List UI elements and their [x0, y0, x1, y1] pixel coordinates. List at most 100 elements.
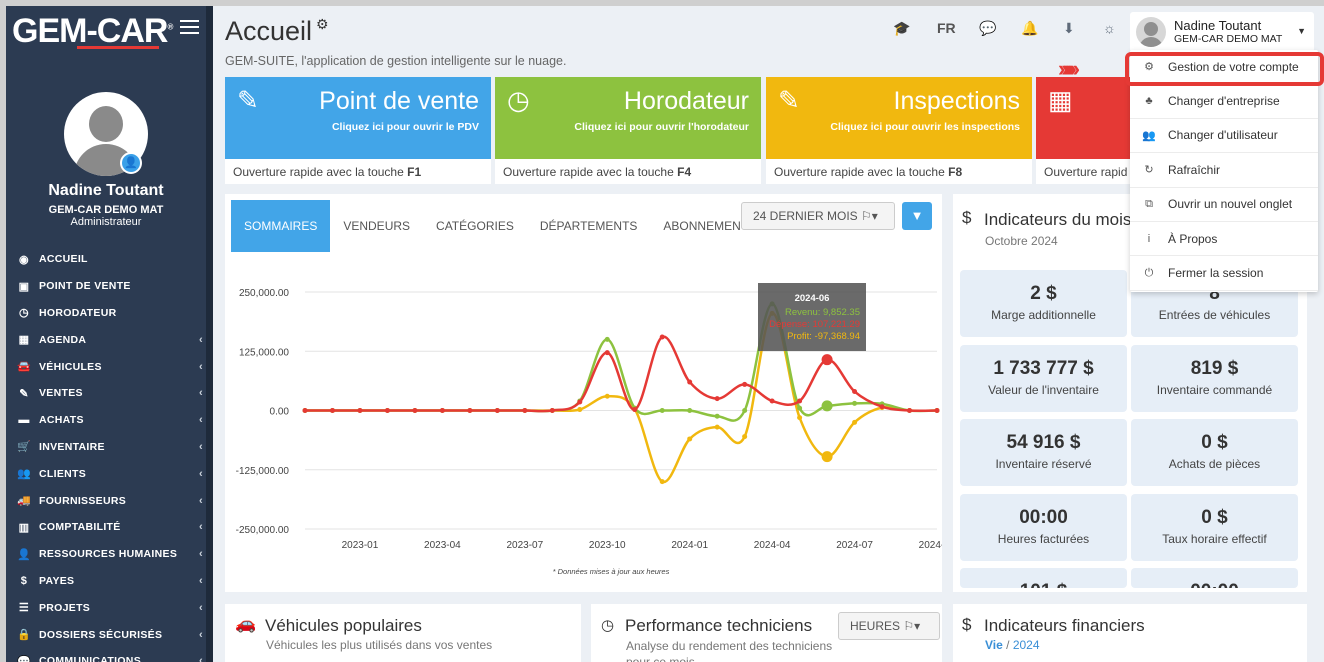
menu-item-a-propos[interactable]: i À Propos — [1130, 222, 1318, 257]
kpi-value: 0 $ — [1201, 506, 1228, 528]
tile-subtitle: Cliquez ici pour ouvrir le PDV — [331, 121, 479, 133]
bell-icon[interactable]: 🔔 — [1021, 20, 1039, 36]
sidebar-item-agenda[interactable]: ▦ AGENDA ‹ — [6, 326, 213, 353]
clock-icon: ◷ — [19, 307, 29, 320]
sidebar-scrollbar[interactable] — [206, 6, 213, 662]
data-point — [494, 408, 500, 413]
app-logo[interactable]: GEM-CAR® — [12, 12, 173, 50]
period-selector[interactable]: 24 DERNIER MOIS ⚐▾ — [741, 202, 895, 230]
chevron-left-icon: ‹ — [199, 628, 203, 641]
flag-icon: ⚐▾ — [861, 209, 878, 223]
tile-header[interactable]: ◷ Horodateur Cliquez ici pour ouvrir l'h… — [495, 77, 761, 159]
kpi-label: Heures facturées — [997, 531, 1090, 546]
chevron-left-icon: ‹ — [199, 360, 203, 373]
sidebar-item-horodateur[interactable]: ◷ HORODATEUR — [6, 300, 213, 327]
sidebar-item-label: VENTES — [39, 387, 83, 400]
tile-agenda[interactable]: ▦ Ouverture rapid — [1036, 77, 1136, 184]
sidebar-item-accueil[interactable]: ◉ ACCUEIL — [6, 246, 213, 273]
sidebar-item-clients[interactable]: 👥 CLIENTS ‹ — [6, 460, 213, 487]
data-point — [769, 398, 775, 404]
tile-icon: ✎ — [237, 85, 259, 115]
dollar-icon: $ — [962, 208, 972, 227]
data-point — [821, 451, 833, 463]
x-tick-label: 2024-10 — [919, 540, 942, 551]
menu-item-icon: ⧉ — [1145, 197, 1153, 210]
sidebar-item-comptabilite[interactable]: ▥ COMPTABILITÉ ‹ — [6, 514, 213, 541]
kpi-card: 2 $ Marge additionnelle — [960, 270, 1127, 337]
tab-abonnements[interactable]: ABONNEMENTS — [663, 219, 757, 233]
data-point — [821, 400, 833, 412]
tab-departements[interactable]: DÉPARTEMENTS — [539, 219, 638, 233]
tile-header[interactable]: ▦ — [1036, 77, 1136, 159]
dashboard-icon: ◉ — [19, 253, 29, 266]
menu-item-label: Gestion de votre compte — [1168, 59, 1299, 74]
chevron-left-icon: ‹ — [199, 387, 203, 400]
sidebar-menu: ◉ ACCUEIL ▣ POINT DE VENTE ◷ HORODATEUR ▦ AGEND… — [6, 246, 213, 662]
tile-inspections[interactable]: ✎ Inspections Cliquez ici pour ouvrir le… — [766, 77, 1032, 184]
menu-item-changer-d-entreprise[interactable]: ♣ Changer d'entreprise — [1130, 84, 1318, 119]
data-point — [742, 408, 748, 413]
chat-icon[interactable]: 💬 — [979, 20, 997, 36]
x-tick-label: 2024-04 — [754, 540, 791, 551]
sidebar-item-inventaire[interactable]: 🛒 INVENTAIRE ‹ — [6, 434, 213, 461]
menu-item-fermer-la-session[interactable]: ⏻ Fermer la session — [1130, 256, 1318, 291]
kpi-card: 0 $ Achats de pièces — [1131, 419, 1298, 486]
tab-sommaires[interactable]: SOMMAIRES — [231, 200, 331, 252]
sun-icon[interactable]: ☼ — [1103, 20, 1116, 36]
sidebar-item-fournisseurs[interactable]: 🚚 FOURNISSEURS ‹ — [6, 487, 213, 514]
calendar-icon: ▦ — [18, 334, 30, 347]
chart-tooltip — [758, 283, 866, 351]
tab-vendeurs[interactable]: VENDEURS — [343, 219, 411, 233]
hamburger-menu-icon[interactable] — [180, 20, 199, 34]
menu-item-rafraichir[interactable]: ↻ Rafraîchir — [1130, 153, 1318, 188]
user-dropdown-menu: ⚙ Gestion de votre compte ♣ Changer d'entre… — [1130, 50, 1318, 292]
tile-horodateur[interactable]: ◷ Horodateur Cliquez ici pour ouvrir l'h… — [495, 77, 761, 184]
vehicles-title: Véhicules populaires — [265, 616, 422, 635]
sidebar-item-dossiers-securises[interactable]: 🔒 DOSSIERS SÉCURISÉS ‹ — [6, 621, 213, 648]
menu-item-changer-d-utilisateur[interactable]: 👥 Changer d'utilisateur — [1130, 119, 1318, 154]
y-tick-label: 0.00 — [270, 407, 290, 418]
tile-title: Point de vente — [319, 87, 479, 115]
life-link[interactable]: Vie — [985, 638, 1003, 652]
year-link[interactable]: 2024 — [1012, 638, 1040, 652]
tile-header[interactable]: ✎ Inspections Cliquez ici pour ouvrir le… — [766, 77, 1032, 159]
menu-item-ouvrir-un-nouvel-onglet[interactable]: ⧉ Ouvrir un nouvel onglet — [1130, 188, 1318, 222]
money-icon: ▣ — [18, 280, 30, 293]
sidebar-item-projets[interactable]: ☰ PROJETS ‹ — [6, 594, 213, 621]
language-selector[interactable]: FR — [937, 20, 956, 36]
tab-categories[interactable]: CATÉGORIES — [436, 219, 514, 233]
data-point — [714, 413, 720, 419]
kpi-card: 819 $ Inventaire commandé — [1131, 344, 1298, 412]
vehicles-panel: 🚗 Véhicules populaires Véhicules les plu… — [225, 604, 581, 662]
hours-selector[interactable]: HEURES ⚐▾ — [838, 612, 940, 640]
sidebar-item-communications[interactable]: 💬 COMMUNICATIONS ‹ — [6, 648, 213, 662]
tile-point-de-vente[interactable]: ✎ Point de vente Cliquez ici pour ouvrir… — [225, 77, 491, 184]
sidebar-item-achats[interactable]: ▬ ACHATS ‹ — [6, 407, 213, 434]
user-menu-toggle[interactable]: Nadine Toutant GEM-CAR DEMO MAT ▼ — [1130, 12, 1314, 52]
graduation-cap-icon[interactable]: 🎓 — [893, 20, 911, 36]
chart-footnote: * Données mises à jour aux heures — [553, 567, 670, 576]
line-chart: 250,000.00 125,000.00 0.00 -125,000.00 -250,… — [236, 283, 942, 576]
sidebar-item-ventes[interactable]: ✎ VENTES ‹ — [6, 380, 213, 407]
sidebar-item-payes[interactable]: $ PAYES ‹ — [6, 568, 213, 595]
data-point — [659, 334, 665, 340]
download-icon[interactable]: ⬇ — [1063, 20, 1075, 36]
sidebar-item-vehicules[interactable]: 🚘 VÉHICULES ‹ — [6, 353, 213, 380]
user-name: Nadine Toutant — [48, 182, 164, 199]
data-point — [852, 389, 858, 395]
sidebar-item-point-de-vente[interactable]: ▣ POINT DE VENTE — [6, 273, 213, 300]
tile-icon: ◷ — [507, 85, 530, 115]
tile-header[interactable]: ✎ Point de vente Cliquez ici pour ouvrir… — [225, 77, 491, 159]
sidebar-item-label: COMPTABILITÉ — [39, 521, 121, 534]
filter-icon[interactable]: ▼ — [902, 202, 932, 230]
chevron-left-icon: ‹ — [199, 601, 203, 614]
settings-gear-icon[interactable]: ⚙ — [316, 16, 329, 32]
indicators-title: Indicateurs du mois — [984, 210, 1132, 229]
menu-item-icon: ♣ — [1145, 95, 1153, 108]
y-tick-label: -125,000.00 — [236, 466, 290, 477]
sidebar-item-ressources-humaines[interactable]: 👤 RESSOURCES HUMAINES ‹ — [6, 541, 213, 568]
data-point — [549, 408, 555, 413]
tile-footer: Ouverture rapide avec la touche F4 — [503, 165, 692, 179]
kpi-value: 0 $ — [1201, 432, 1228, 453]
